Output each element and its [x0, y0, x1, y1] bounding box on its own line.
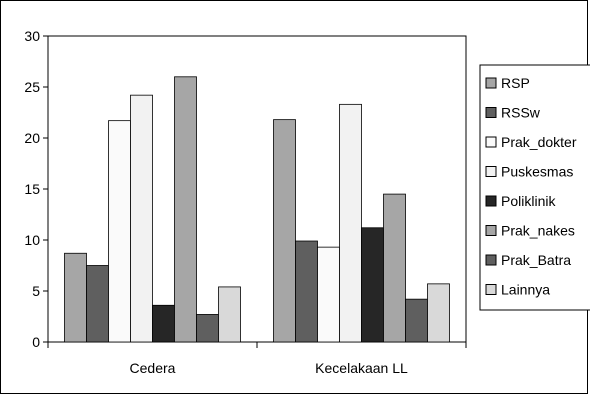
bar-rsp-1 — [273, 119, 296, 343]
bars — [64, 76, 450, 343]
y-tick-label: 15 — [24, 181, 40, 197]
bar-rsp-0 — [64, 252, 87, 343]
legend-label: RSP — [501, 75, 530, 91]
legend-swatch — [485, 284, 497, 295]
legend-label: RSSw — [501, 105, 541, 121]
legend-label: Lainnya — [501, 282, 550, 298]
bar-prak-batra-0 — [196, 314, 219, 343]
legend-swatch — [485, 225, 497, 236]
bar-prak-dokter-1 — [317, 246, 340, 343]
bar-poliklinik-0 — [152, 304, 175, 343]
bar-prak-nakes-0 — [174, 76, 197, 343]
y-tick-label: 0 — [32, 334, 40, 350]
bar-prak-dokter-0 — [108, 120, 131, 343]
legend-box — [479, 64, 590, 311]
legend-label: Poliklinik — [501, 193, 556, 209]
legend-label: Puskesmas — [501, 164, 573, 180]
legend-swatch — [485, 254, 497, 266]
bar-lainnya-1 — [427, 283, 450, 343]
x-category-label: Cedera — [130, 360, 176, 376]
bar-lainnya-0 — [218, 286, 241, 343]
legend-swatch — [485, 136, 497, 148]
legend-label: Prak_nakes — [501, 223, 575, 239]
y-tick-label: 30 — [24, 28, 40, 44]
y-tick-label: 10 — [24, 232, 40, 248]
bar-rssw-1 — [295, 240, 318, 343]
legend-swatch — [485, 77, 497, 89]
bar-rssw-0 — [86, 265, 109, 343]
bar-puskesmas-0 — [130, 94, 153, 343]
x-category-label: Kecelakaan LL — [315, 360, 408, 376]
legend: RSP RSSw Prak_dokter Puskesmas Poliklinik Pra… — [485, 75, 577, 298]
bar-poliklinik-1 — [361, 227, 384, 343]
bar-puskesmas-1 — [339, 103, 362, 343]
y-tick-label: 25 — [24, 79, 40, 95]
legend-label: Prak_Batra — [501, 252, 571, 268]
bar-prak-nakes-1 — [383, 193, 406, 343]
y-axis: 0 5 10 15 20 25 30 — [24, 28, 48, 350]
y-tick-label: 5 — [32, 283, 40, 299]
bar-prak-batra-1 — [405, 298, 428, 343]
legend-swatch — [485, 166, 497, 177]
y-tick-label: 20 — [24, 130, 40, 146]
legend-swatch — [485, 195, 497, 207]
legend-swatch — [485, 107, 497, 118]
x-axis: Cedera Kecelakaan LL — [47, 342, 467, 376]
legend-label: Prak_dokter — [501, 134, 577, 150]
